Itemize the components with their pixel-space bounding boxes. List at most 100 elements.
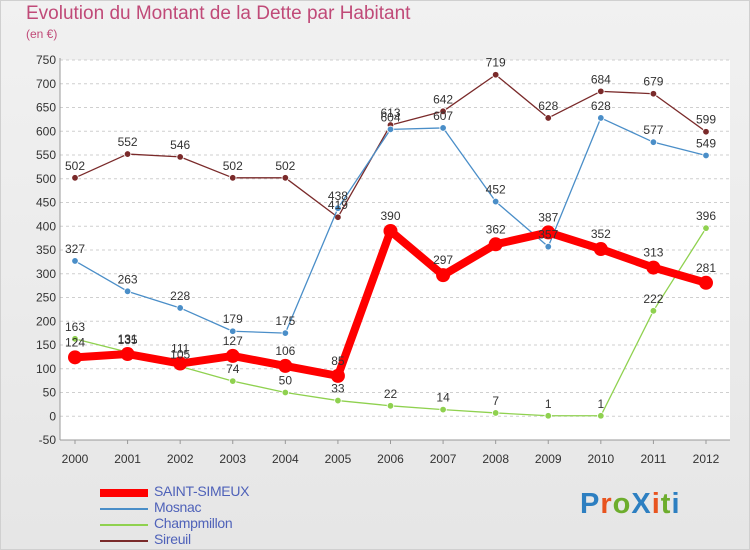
- y-tick-label: 400: [36, 219, 56, 233]
- data-label: 604: [380, 110, 400, 124]
- data-label: 613: [380, 106, 400, 120]
- data-point-saint-simeux: [646, 260, 661, 275]
- data-label: 502: [65, 159, 85, 173]
- data-point-mosnac: [281, 329, 290, 337]
- data-point-champmillon: [597, 412, 605, 420]
- data-label: 313: [643, 246, 663, 260]
- brand-letter: t: [660, 488, 672, 520]
- legend-label: Champmillon: [154, 515, 233, 531]
- data-point-mosnac: [439, 124, 447, 132]
- data-label: 74: [226, 362, 240, 376]
- data-label: 502: [223, 159, 243, 173]
- legend-swatch: [100, 540, 148, 542]
- data-label: 607: [433, 109, 453, 123]
- data-label: 222: [643, 292, 663, 306]
- x-tick-label: 2008: [482, 452, 509, 466]
- legend-label: SAINT-SIMEUX: [154, 483, 250, 499]
- x-tick-label: 2005: [325, 452, 352, 466]
- data-point-champmillon: [281, 388, 290, 397]
- y-tick-label: 350: [36, 243, 56, 257]
- data-point-mosnac: [71, 257, 79, 265]
- data-point-mosnac: [386, 125, 395, 134]
- brand-letter: r: [600, 488, 613, 520]
- data-point-champmillon: [439, 405, 447, 414]
- data-point-sireuil: [649, 90, 658, 98]
- x-tick-label: 2007: [430, 452, 457, 466]
- data-point-sireuil: [123, 150, 132, 158]
- x-tick-label: 2009: [535, 452, 562, 466]
- data-point-champmillon: [544, 412, 552, 420]
- y-tick-label: 100: [36, 362, 56, 376]
- data-point-mosnac: [597, 114, 605, 122]
- data-point-champmillon: [334, 396, 342, 405]
- brand-letter: P: [580, 488, 601, 520]
- y-tick-label: 150: [36, 338, 56, 352]
- data-label: 549: [696, 136, 716, 150]
- y-tick-label: 600: [36, 124, 56, 138]
- data-point-mosnac: [491, 197, 500, 206]
- data-label: 352: [591, 227, 611, 241]
- data-label: 33: [331, 382, 345, 396]
- legend-swatch: [100, 508, 148, 510]
- data-label: 642: [433, 92, 453, 106]
- chart-title: Evolution du Montant de la Dette par Hab…: [26, 3, 411, 24]
- data-label: 228: [170, 289, 190, 303]
- y-tick-label: 450: [36, 196, 56, 210]
- y-tick-label: 50: [43, 386, 57, 400]
- data-point-saint-simeux: [68, 350, 82, 365]
- data-label: 263: [118, 272, 138, 286]
- data-label: 105: [170, 347, 190, 361]
- x-tick-label: 2006: [377, 452, 404, 466]
- data-label: 85: [331, 354, 345, 368]
- data-label: 387: [538, 210, 558, 224]
- data-label: 297: [433, 253, 453, 267]
- y-tick-label: 250: [36, 291, 56, 305]
- x-tick-label: 2012: [693, 452, 720, 466]
- data-label: 179: [223, 312, 243, 326]
- y-tick-label: 300: [36, 267, 56, 281]
- legend-swatch: [100, 524, 148, 526]
- data-label: 546: [170, 138, 190, 152]
- data-label: 452: [486, 183, 506, 197]
- data-point-saint-simeux: [436, 268, 451, 283]
- data-label: 719: [486, 56, 506, 70]
- data-point-sireuil: [702, 128, 710, 136]
- data-point-sireuil: [597, 87, 605, 96]
- data-point-sireuil: [439, 107, 447, 115]
- data-label: 679: [643, 75, 663, 89]
- data-point-champmillon: [71, 335, 79, 343]
- data-point-champmillon: [649, 307, 658, 315]
- data-point-saint-simeux: [593, 242, 608, 257]
- data-point-saint-simeux: [541, 225, 556, 240]
- data-point-sireuil: [71, 174, 79, 182]
- data-point-mosnac: [544, 242, 552, 251]
- y-tick-label: -50: [39, 433, 57, 447]
- brand-letter: i: [651, 488, 661, 520]
- legend-label: Sireuil: [154, 531, 191, 547]
- data-label: 628: [591, 99, 611, 113]
- data-point-sireuil: [544, 114, 552, 122]
- data-label: 1: [545, 397, 552, 411]
- data-point-saint-simeux: [330, 368, 345, 383]
- brand-letter: o: [612, 488, 632, 520]
- data-point-saint-simeux: [120, 347, 135, 362]
- x-tick-label: 2003: [219, 452, 246, 466]
- data-label: 438: [328, 189, 348, 203]
- data-point-saint-simeux: [173, 356, 188, 371]
- data-point-sireuil: [229, 174, 237, 182]
- y-tick-label: 750: [36, 53, 56, 67]
- data-point-saint-simeux: [225, 348, 240, 363]
- data-label: 50: [279, 374, 293, 388]
- data-label: 127: [223, 334, 243, 348]
- y-tick-label: 0: [49, 409, 56, 423]
- legend-swatch: [100, 489, 148, 497]
- data-point-champmillon: [491, 409, 500, 417]
- brand-letter: X: [631, 488, 652, 520]
- data-label: 106: [275, 344, 295, 358]
- data-label: 14: [436, 391, 450, 405]
- x-tick-label: 2004: [272, 452, 299, 466]
- data-point-saint-simeux: [278, 358, 293, 373]
- y-tick-label: 500: [36, 172, 56, 186]
- data-label: 599: [696, 113, 716, 127]
- data-point-champmillon: [702, 224, 710, 232]
